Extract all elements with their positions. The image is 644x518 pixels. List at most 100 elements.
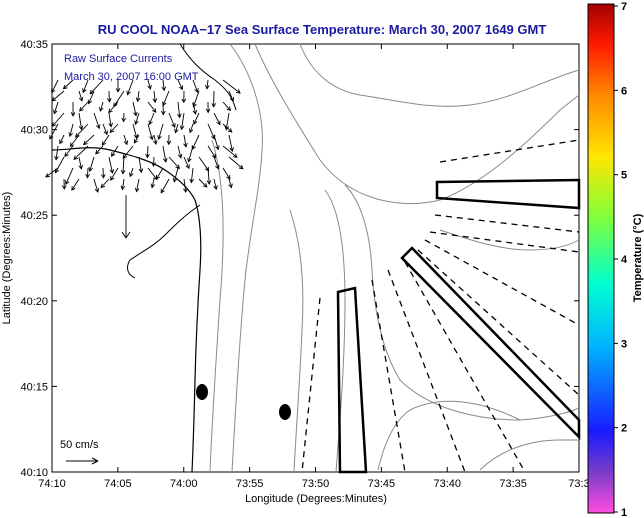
- current-vector: [93, 112, 100, 129]
- x-tick-label: 73:35: [499, 478, 527, 490]
- current-vector: [158, 123, 164, 140]
- current-vector-head: [129, 172, 134, 178]
- x-tick-label: 74:05: [104, 478, 132, 490]
- current-vector: [168, 156, 180, 169]
- current-vector: [49, 123, 59, 140]
- current-vector-head: [157, 135, 162, 141]
- current-vector-head: [121, 231, 131, 239]
- current-vector-head: [160, 188, 165, 194]
- current-vector: [86, 167, 89, 178]
- current-vector: [65, 167, 74, 185]
- current-vector: [190, 167, 194, 183]
- current-vector: [111, 145, 119, 157]
- current-vector: [153, 134, 157, 145]
- current-vector-head: [226, 106, 232, 112]
- current-vector-head: [183, 188, 188, 193]
- colorbar-tick-label: 3: [621, 338, 627, 350]
- current-vector: [206, 79, 209, 89]
- current-vector: [222, 79, 241, 94]
- current-vector-head: [229, 97, 235, 102]
- current-vector-head: [96, 124, 101, 130]
- current-vector: [71, 178, 80, 191]
- current-vector: [213, 178, 217, 190]
- current-vector-head: [87, 99, 93, 105]
- current-vector-head: [160, 110, 166, 116]
- station-dot: [196, 384, 208, 400]
- current-vector-head: [171, 123, 176, 129]
- x-axis: 74:10 74:05 74:00 73:55 73:50 73:45 73:40 73:35…: [38, 44, 590, 490]
- current-vector: [228, 134, 233, 152]
- current-vector: [51, 90, 65, 102]
- transect-dashed-lines: [301, 139, 580, 473]
- current-vector: [147, 123, 153, 140]
- current-vector: [213, 134, 219, 150]
- transect-boxes: [336, 178, 581, 474]
- current-vector: [177, 79, 183, 90]
- current-vector: [151, 178, 155, 188]
- current-vector: [110, 167, 119, 181]
- current-vector: [75, 123, 89, 138]
- current-vector-head: [148, 120, 153, 126]
- current-vector-head: [61, 185, 67, 190]
- current-vector-head: [51, 96, 57, 102]
- current-vector: [88, 90, 95, 104]
- current-vector-head: [88, 167, 93, 172]
- current-vector-head: [206, 180, 212, 185]
- current-vector: [222, 123, 233, 133]
- current-vector: [181, 112, 185, 130]
- current-vector: [135, 112, 140, 125]
- x-tick-label: 73:40: [433, 478, 461, 490]
- current-vector: [213, 156, 219, 169]
- colorbar-tick-label: 4: [621, 254, 628, 266]
- surface-current-vectors: [45, 79, 244, 239]
- current-vector-head: [194, 88, 199, 94]
- current-vector-head: [181, 98, 187, 104]
- current-vector: [147, 101, 157, 113]
- current-vector-head: [202, 183, 208, 188]
- y-tick-label: 40:30: [20, 125, 48, 137]
- current-vector-head: [205, 84, 210, 90]
- vector-scale-label: 50 cm/s: [60, 439, 99, 451]
- current-vector: [55, 156, 65, 173]
- colorbar-ticks: 7 6 5 4 3 2 1: [614, 1, 628, 518]
- current-vector: [138, 156, 142, 173]
- current-vector: [70, 134, 80, 147]
- current-vector-head: [211, 103, 217, 108]
- y-tick-label: 40:35: [20, 39, 48, 51]
- current-vector-head: [122, 154, 128, 159]
- current-vector: [132, 101, 137, 116]
- current-vector-head: [69, 142, 75, 148]
- current-vector-head: [68, 132, 73, 138]
- colorbar-tick-label: 5: [621, 170, 627, 182]
- current-vector-head: [79, 106, 84, 112]
- current-vector: [123, 134, 128, 145]
- current-vector: [207, 167, 210, 185]
- current-vector: [79, 101, 89, 112]
- current-vector-head: [151, 108, 157, 113]
- current-vector: [222, 101, 231, 111]
- coastline-inlet: [127, 204, 201, 279]
- current-vector-head: [149, 135, 154, 141]
- current-vector: [193, 90, 200, 107]
- current-vector-head: [78, 125, 84, 131]
- current-vector: [191, 134, 200, 150]
- current-vector-head: [133, 111, 138, 117]
- current-vector: [193, 112, 200, 125]
- colorbar-tick-label: 6: [621, 85, 627, 97]
- current-vector: [177, 101, 181, 118]
- current-vector-head: [224, 125, 230, 131]
- current-vector-head: [108, 122, 113, 128]
- current-vector: [213, 112, 221, 125]
- current-vector-head: [213, 185, 218, 191]
- current-vector-head: [138, 168, 144, 174]
- current-vector: [52, 112, 65, 127]
- current-vector-head: [109, 168, 115, 174]
- current-vector-head: [64, 152, 69, 158]
- current-vector-head: [205, 108, 211, 114]
- current-vector: [192, 101, 196, 115]
- current-vector: [83, 134, 95, 145]
- current-vector: [147, 79, 151, 90]
- current-vector: [173, 167, 179, 182]
- current-vector-head: [83, 140, 88, 146]
